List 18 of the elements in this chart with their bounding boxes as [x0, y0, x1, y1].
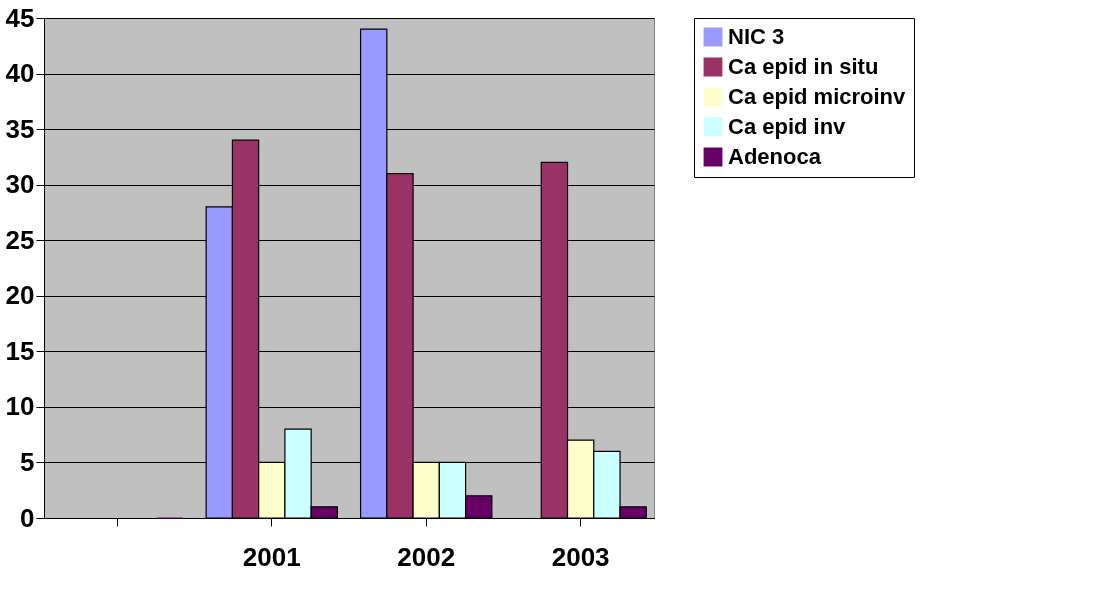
y-tick-label: 15	[5, 335, 35, 366]
y-tick-label: 0	[20, 502, 35, 533]
legend-label: Adenoca	[728, 144, 822, 169]
y-tick-label: 20	[5, 280, 35, 311]
y-tick-label: 30	[5, 169, 35, 200]
x-tick-label: 2001	[242, 541, 301, 572]
y-tick-label: 25	[5, 224, 35, 255]
y-tick-label: 10	[5, 391, 35, 422]
y-tick-label: 45	[5, 2, 35, 33]
legend-label: Ca epid microinv	[728, 84, 907, 109]
y-tick-label: 35	[5, 113, 35, 144]
y-tick-label: 5	[20, 446, 35, 477]
legend-label: Ca epid in situ	[728, 54, 879, 79]
y-tick-label: 40	[5, 58, 35, 89]
x-tick-label: 2003	[551, 541, 610, 572]
x-tick-label: 2002	[397, 541, 456, 572]
legend-label: Ca epid inv	[728, 114, 847, 139]
legend-label: NIC 3	[728, 24, 785, 49]
